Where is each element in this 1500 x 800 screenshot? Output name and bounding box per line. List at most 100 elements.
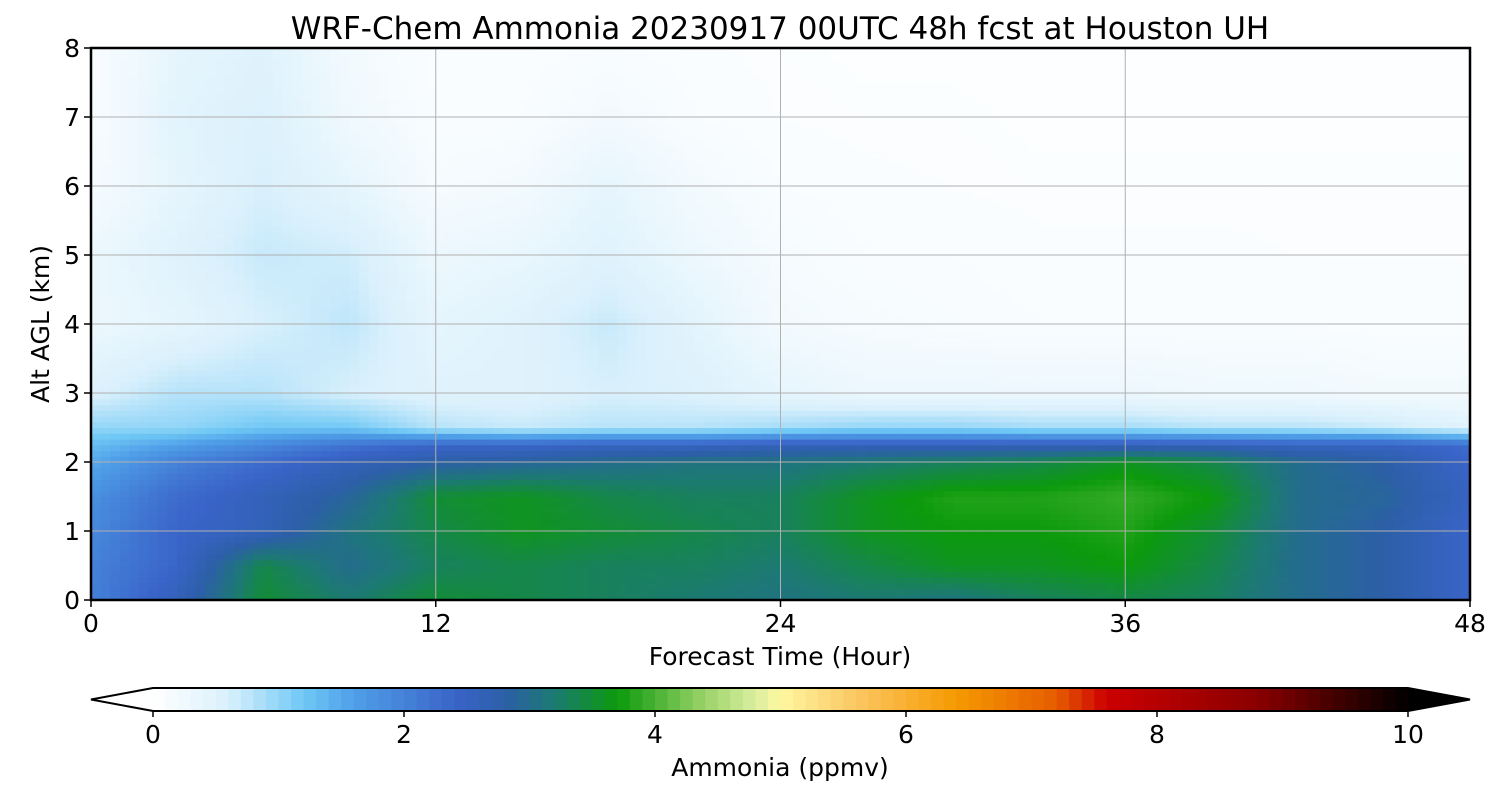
heatmap-cell xyxy=(799,582,810,590)
heatmap-cell xyxy=(761,404,772,411)
heatmap-cell xyxy=(129,404,140,411)
heatmap-cell xyxy=(339,456,351,463)
heatmap-cell xyxy=(1355,444,1366,452)
heatmap-cell xyxy=(579,519,590,526)
heatmap-cell xyxy=(1201,462,1213,469)
heatmap-cell xyxy=(1441,588,1452,595)
heatmap-cell xyxy=(790,565,801,572)
heatmap-cell xyxy=(828,542,839,549)
heatmap-cell xyxy=(1335,513,1347,521)
heatmap-cell xyxy=(751,479,762,486)
heatmap-cell xyxy=(780,439,791,446)
heatmap-cell xyxy=(359,559,370,567)
heatmap-cell xyxy=(1307,536,1318,544)
heatmap-cell xyxy=(1067,502,1078,509)
heatmap-cell xyxy=(914,456,925,463)
heatmap-cell xyxy=(1288,404,1299,411)
heatmap-cell xyxy=(1355,496,1366,503)
heatmap-cell xyxy=(1431,525,1442,532)
heatmap-cell xyxy=(1355,416,1366,423)
heatmap-cell xyxy=(167,588,178,595)
heatmap-cell xyxy=(225,485,236,492)
heatmap-cell xyxy=(550,525,561,532)
heatmap-cell xyxy=(1144,531,1155,538)
heatmap-cell xyxy=(464,490,475,498)
heatmap-cell xyxy=(1211,433,1222,440)
heatmap-cell xyxy=(981,542,992,549)
heatmap-cell xyxy=(1029,404,1040,411)
heatmap-cell xyxy=(828,439,839,446)
heatmap-cell xyxy=(225,525,236,532)
heatmap-cell xyxy=(857,565,868,572)
heatmap-cell xyxy=(1010,433,1021,440)
heatmap-cell xyxy=(1000,490,1011,498)
heatmap-cell xyxy=(1125,467,1136,475)
heatmap-cell xyxy=(196,531,207,538)
heatmap-cell xyxy=(1115,439,1126,446)
heatmap-cell xyxy=(598,462,609,469)
heatmap-cell xyxy=(378,416,389,423)
heatmap-cell xyxy=(397,450,408,457)
heatmap-cell xyxy=(445,410,456,417)
heatmap-cell xyxy=(1249,450,1260,457)
heatmap-cell xyxy=(608,594,619,601)
heatmap-cell xyxy=(608,508,619,515)
heatmap-cell xyxy=(502,450,513,457)
heatmap-cell xyxy=(1086,577,1098,584)
heatmap-cell xyxy=(292,577,303,584)
heatmap-cell xyxy=(1364,594,1375,601)
heatmap-cell xyxy=(493,485,504,492)
heatmap-cell xyxy=(1173,519,1184,526)
heatmap-cell xyxy=(1000,439,1011,446)
heatmap-cell xyxy=(952,502,964,509)
heatmap-cell xyxy=(569,513,580,521)
heatmap-cell xyxy=(1067,427,1078,434)
heatmap-cell xyxy=(1441,513,1452,521)
heatmap-cell xyxy=(684,410,695,417)
heatmap-cell xyxy=(1077,444,1088,452)
heatmap-cell xyxy=(1221,525,1232,532)
heatmap-cell xyxy=(694,542,705,549)
heatmap-cell xyxy=(129,473,140,480)
heatmap-cell xyxy=(416,427,427,434)
heatmap-cell xyxy=(560,433,571,440)
heatmap-cell xyxy=(818,473,829,480)
heatmap-cell xyxy=(474,496,485,503)
heatmap-cell xyxy=(244,559,255,567)
heatmap-cell xyxy=(244,542,255,549)
heatmap-cell xyxy=(981,490,992,498)
heatmap-cell xyxy=(1326,473,1337,480)
heatmap-cell xyxy=(665,536,676,544)
heatmap-cell xyxy=(914,462,925,469)
heatmap-cell xyxy=(186,536,197,544)
heatmap-cell xyxy=(684,433,695,440)
heatmap-cell xyxy=(531,496,542,503)
heatmap-cell xyxy=(723,462,734,469)
heatmap-cell xyxy=(1345,404,1356,411)
heatmap-cell xyxy=(770,519,782,526)
heatmap-cell xyxy=(1182,571,1193,578)
heatmap-cell xyxy=(292,456,303,463)
heatmap-cell xyxy=(1134,502,1146,509)
heatmap-cell xyxy=(751,548,762,555)
heatmap-cell xyxy=(1221,513,1232,521)
heatmap-cell xyxy=(780,433,791,440)
heatmap-cell xyxy=(301,565,312,572)
heatmap-cell xyxy=(751,519,762,526)
heatmap-cell xyxy=(1077,588,1088,595)
heatmap-cell xyxy=(1048,433,1059,440)
heatmap-cell xyxy=(1077,542,1088,549)
heatmap-cell xyxy=(483,421,494,429)
heatmap-cell xyxy=(818,565,829,572)
heatmap-cell xyxy=(1115,513,1126,521)
heatmap-cell xyxy=(1431,433,1442,440)
heatmap-cell xyxy=(311,473,322,480)
heatmap-cell xyxy=(1307,582,1318,590)
heatmap-cell xyxy=(407,439,418,446)
heatmap-cell xyxy=(1326,559,1337,567)
heatmap-cell xyxy=(129,559,140,567)
heatmap-cell xyxy=(1058,410,1069,417)
heatmap-cell xyxy=(234,542,245,549)
heatmap-cell xyxy=(407,398,418,406)
